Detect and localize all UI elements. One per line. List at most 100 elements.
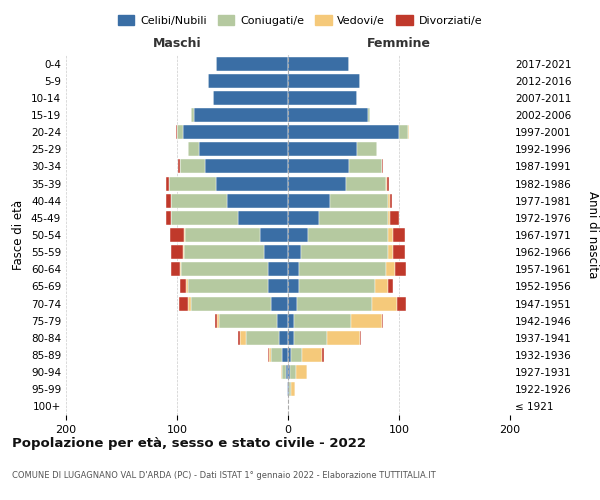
Bar [382,314,383,328]
Bar [388,211,390,225]
Bar [288,262,299,276]
Bar [181,280,186,293]
Bar [238,211,288,225]
Text: Popolazione per età, sesso e stato civile - 2022: Popolazione per età, sesso e stato civil… [12,438,366,450]
Bar [288,296,297,310]
Bar [388,194,390,207]
Bar [288,314,293,328]
Bar [182,125,288,139]
Bar [319,211,388,225]
Bar [395,262,406,276]
Bar [296,365,307,379]
Bar [397,296,406,310]
Bar [279,331,288,345]
Bar [283,365,286,379]
Bar [260,228,288,242]
Bar [388,245,394,259]
Bar [288,348,292,362]
Bar [217,314,219,328]
Bar [246,331,279,345]
Bar [288,245,301,259]
Bar [288,108,368,122]
Bar [281,365,283,379]
Bar [293,314,351,328]
Bar [288,91,357,105]
Bar [394,245,404,259]
Bar [292,348,302,362]
Bar [194,108,288,122]
Bar [177,125,182,139]
Bar [399,125,408,139]
Bar [191,108,194,122]
Bar [170,228,184,242]
Bar [374,280,388,293]
Bar [288,56,349,70]
Text: COMUNE DI LUGAGNANO VAL D'ARDA (PC) - Dati ISTAT 1° gennaio 2022 - Elaborazione : COMUNE DI LUGAGNANO VAL D'ARDA (PC) - Da… [12,470,436,480]
Bar [263,245,288,259]
Bar [301,245,388,259]
Bar [216,176,288,190]
Bar [386,262,395,276]
Bar [373,296,397,310]
Bar [299,262,386,276]
Bar [166,176,169,190]
Bar [357,142,377,156]
Bar [216,56,288,70]
Bar [240,331,246,345]
Bar [288,382,289,396]
Bar [382,160,383,173]
Bar [308,228,388,242]
Bar [330,194,388,207]
Bar [208,74,288,88]
Y-axis label: Fasce di età: Fasce di età [13,200,25,270]
Bar [286,365,288,379]
Bar [368,108,370,122]
Bar [349,160,382,173]
Bar [184,245,263,259]
Bar [283,348,288,362]
Bar [288,125,399,139]
Bar [271,348,283,362]
Bar [288,211,319,225]
Bar [182,245,184,259]
Bar [288,160,349,173]
Bar [288,280,299,293]
Bar [188,142,199,156]
Bar [360,331,361,345]
Bar [346,176,386,190]
Bar [351,314,382,328]
Bar [188,296,191,310]
Bar [288,228,308,242]
Bar [302,348,322,362]
Bar [184,228,185,242]
Bar [390,211,399,225]
Bar [387,176,389,190]
Bar [269,348,271,362]
Bar [181,262,268,276]
Bar [172,194,227,207]
Bar [394,228,404,242]
Text: Femmine: Femmine [367,37,431,50]
Y-axis label: Anni di nascita: Anni di nascita [586,192,599,278]
Bar [268,348,269,362]
Bar [188,280,268,293]
Bar [185,228,260,242]
Bar [288,365,290,379]
Bar [172,245,182,259]
Bar [386,176,387,190]
Bar [186,280,188,293]
Bar [299,280,374,293]
Bar [287,382,288,396]
Bar [169,176,216,190]
Bar [288,176,346,190]
Bar [322,348,323,362]
Bar [288,142,357,156]
Bar [172,211,238,225]
Bar [219,314,277,328]
Text: Maschi: Maschi [152,37,202,50]
Bar [176,125,177,139]
Bar [277,314,288,328]
Bar [288,331,293,345]
Bar [289,382,292,396]
Bar [327,331,360,345]
